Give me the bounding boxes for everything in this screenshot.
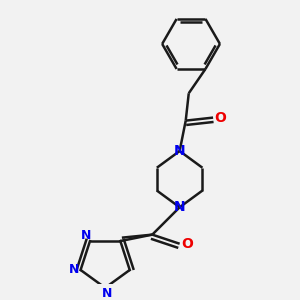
Text: N: N xyxy=(81,229,92,242)
Text: O: O xyxy=(181,237,193,251)
Text: N: N xyxy=(174,144,185,158)
Text: O: O xyxy=(215,111,226,124)
Text: N: N xyxy=(174,200,185,214)
Text: N: N xyxy=(69,263,79,277)
Text: N: N xyxy=(101,287,112,300)
